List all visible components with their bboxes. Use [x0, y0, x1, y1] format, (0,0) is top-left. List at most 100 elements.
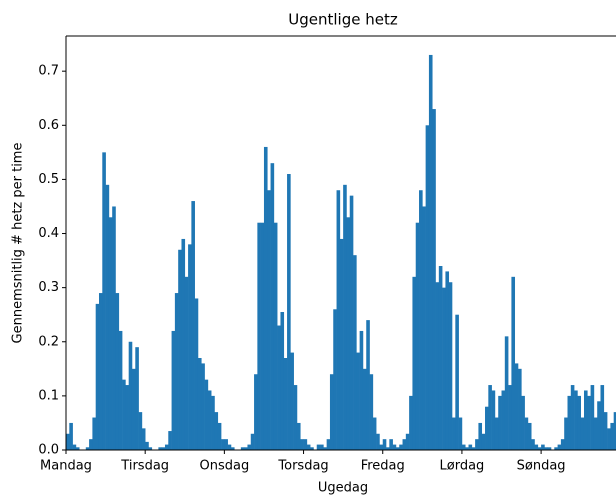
bar	[554, 447, 558, 450]
bar	[138, 412, 143, 450]
bar	[194, 298, 199, 450]
bar	[290, 352, 294, 450]
bar	[161, 447, 166, 450]
bar	[102, 152, 106, 450]
bar	[267, 190, 271, 450]
y-tick-label: 0.2	[38, 334, 59, 349]
bar	[511, 276, 516, 450]
bar	[428, 54, 433, 450]
bar	[66, 433, 70, 450]
bar	[501, 390, 506, 450]
bar	[600, 385, 605, 450]
bar	[613, 412, 616, 450]
bar	[296, 422, 301, 450]
bar	[432, 109, 436, 450]
bar	[465, 447, 469, 450]
bar	[537, 447, 542, 450]
y-tick-label: 0.6	[38, 118, 59, 133]
bar	[485, 406, 489, 450]
bar	[230, 447, 235, 450]
y-tick-label: 0.4	[38, 226, 59, 241]
bar	[481, 433, 486, 450]
bar	[590, 385, 595, 450]
bar	[570, 385, 575, 450]
bar	[386, 447, 390, 450]
bar	[270, 163, 275, 450]
bars	[66, 54, 616, 450]
bar	[250, 433, 255, 450]
x-tick-label: Søndag	[517, 459, 566, 474]
y-tick-label: 0.1	[38, 388, 59, 403]
bar	[75, 447, 80, 450]
bar	[174, 293, 179, 450]
bar	[184, 276, 189, 450]
bar	[415, 222, 420, 450]
bar	[478, 422, 483, 450]
bar	[379, 444, 384, 450]
x-tick-label: Onsdag	[200, 459, 250, 474]
bar	[316, 444, 321, 450]
bar	[349, 195, 354, 450]
bar	[438, 266, 443, 450]
bar	[534, 444, 539, 450]
bar	[475, 439, 479, 450]
bar	[320, 444, 324, 450]
x-axis-label: Ugedag	[318, 481, 368, 496]
bar	[207, 390, 212, 450]
bar	[346, 217, 351, 450]
bar	[115, 293, 120, 450]
bar	[85, 447, 90, 450]
bar	[244, 447, 248, 450]
bar	[356, 352, 360, 450]
bar	[580, 417, 585, 450]
bar	[491, 390, 496, 450]
bar	[339, 238, 344, 450]
bar	[435, 282, 440, 450]
bar	[329, 374, 334, 450]
bar	[287, 174, 291, 450]
bar	[527, 422, 532, 450]
bar	[204, 379, 209, 450]
bar	[389, 439, 393, 450]
bar	[89, 439, 93, 450]
bar	[353, 255, 357, 450]
bar	[181, 238, 186, 450]
bar	[188, 244, 192, 450]
bar	[607, 428, 611, 450]
bar	[583, 390, 588, 450]
bar	[445, 271, 450, 450]
bar	[359, 330, 364, 450]
bar	[498, 395, 502, 450]
bar	[395, 447, 400, 450]
bar	[392, 444, 397, 450]
bar	[260, 222, 265, 450]
bar	[263, 146, 268, 450]
bar	[280, 312, 285, 450]
bar	[145, 441, 149, 450]
bar	[343, 184, 347, 450]
bar	[560, 439, 565, 450]
bar	[610, 422, 614, 450]
bar	[521, 395, 525, 450]
bar	[72, 444, 77, 450]
bar	[531, 439, 535, 450]
bar	[178, 249, 182, 450]
bar	[69, 422, 73, 450]
bar	[603, 412, 608, 450]
x-tick-label: Torsdag	[277, 459, 328, 474]
y-tick-label: 0.0	[38, 443, 59, 458]
x-tick-label: Mandag	[40, 459, 92, 474]
x-tick-label: Fredag	[361, 459, 405, 474]
bar	[461, 444, 466, 450]
bar	[399, 444, 403, 450]
bar	[191, 201, 195, 450]
bar	[488, 385, 492, 450]
y-axis-label: Gennemsnitlig # hetz per time	[11, 143, 26, 344]
bar	[122, 379, 126, 450]
y-tick-label: 0.3	[38, 280, 59, 295]
bar	[458, 417, 463, 450]
bar	[141, 428, 146, 450]
bar	[419, 190, 423, 450]
bar	[326, 439, 331, 450]
